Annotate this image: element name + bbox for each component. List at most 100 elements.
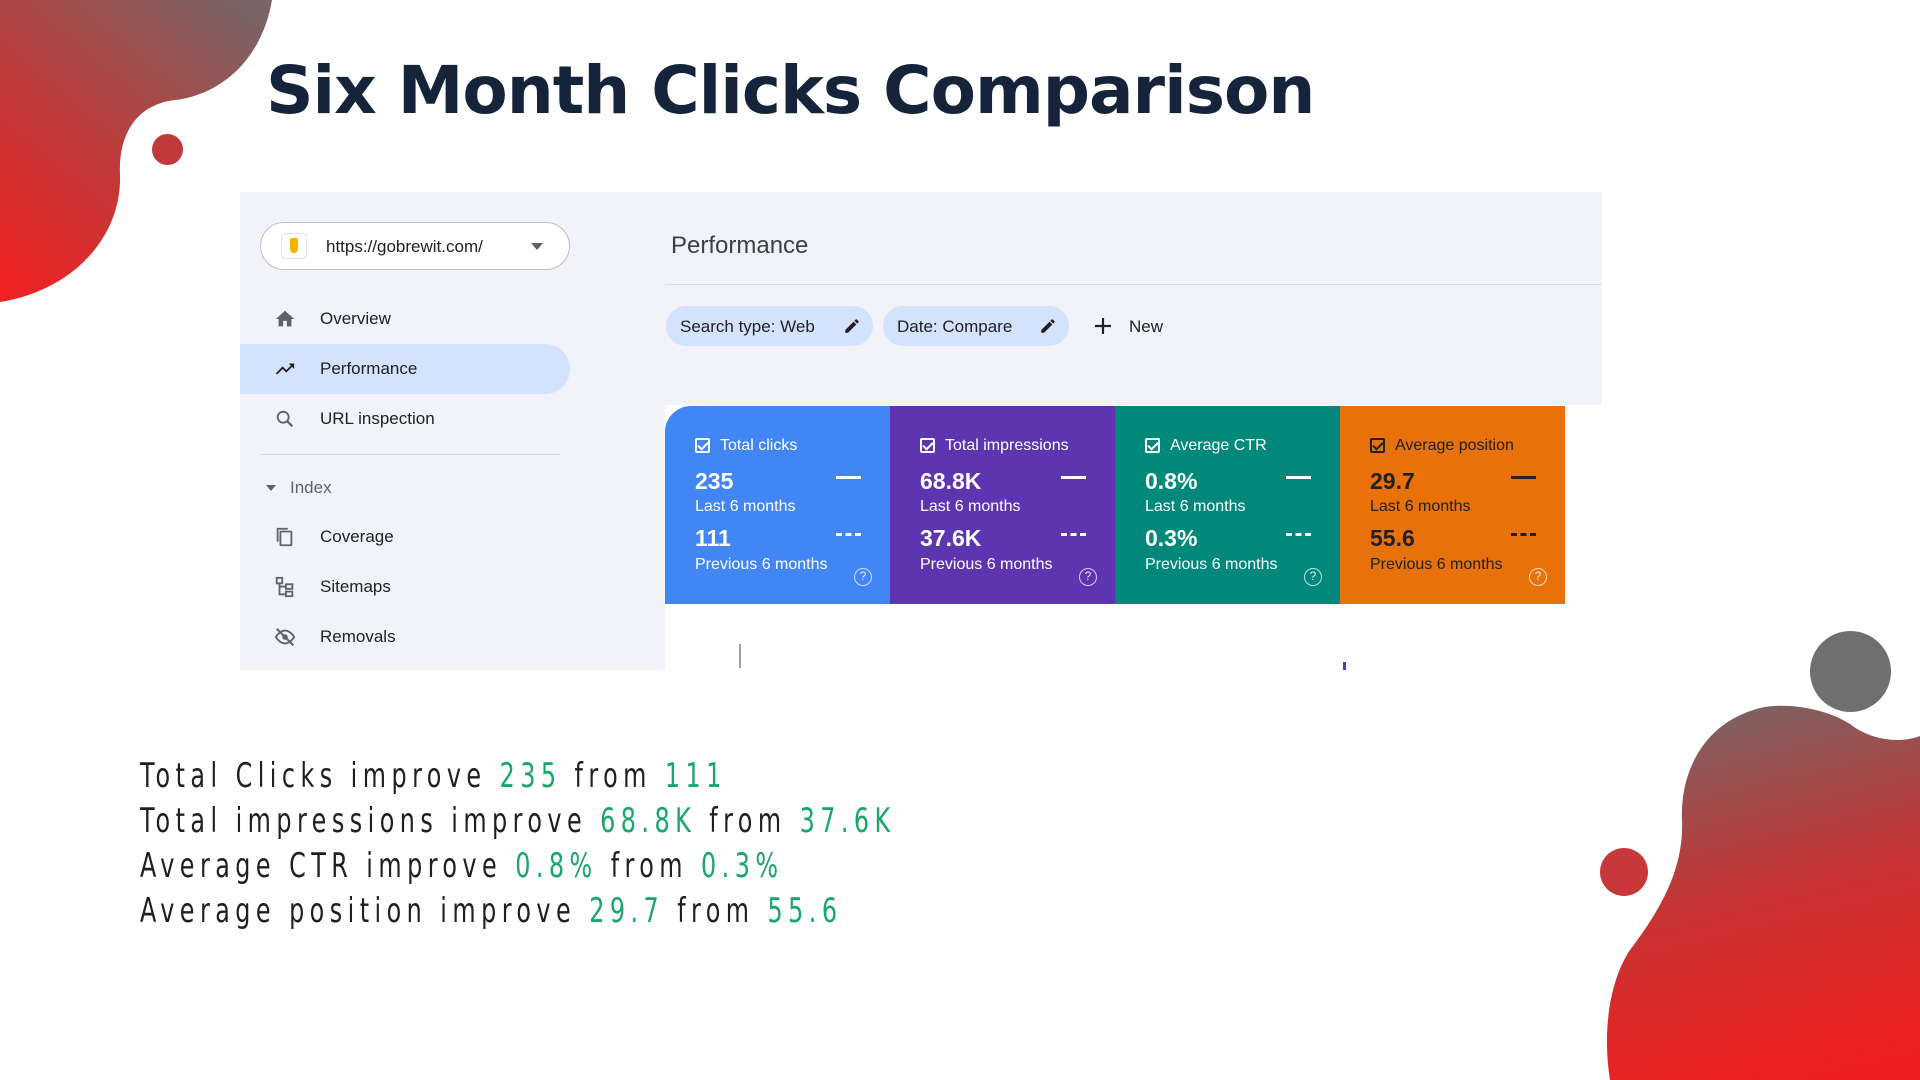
solid-line-legend-icon: [1061, 476, 1086, 479]
summary-current-value: 0.8%: [515, 846, 598, 886]
metric-label: Total clicks: [720, 437, 798, 454]
help-icon[interactable]: ?: [854, 568, 872, 586]
metric-previous-period: Previous 6 months: [1370, 556, 1503, 573]
filter-chip-date[interactable]: Date: Compare: [883, 306, 1069, 346]
sidebar-item-removals[interactable]: Removals: [240, 612, 570, 662]
checkbox-checked-icon: [1370, 438, 1385, 453]
sidebar-item-label: URL inspection: [320, 409, 435, 428]
chart-line-fragment: [1343, 662, 1346, 670]
sidebar-item-label: Removals: [320, 627, 396, 646]
sidebar-item-label: Sitemaps: [320, 577, 391, 596]
search-icon: [276, 410, 294, 428]
chart-axis-fragment: [739, 644, 741, 668]
summary-line-ctr: Average CTR improve 0.8% from 0.3%: [140, 846, 783, 886]
metric-current-period: Last 6 months: [1145, 498, 1246, 515]
sidebar-section-label: Index: [290, 478, 332, 497]
help-icon[interactable]: ?: [1079, 568, 1097, 586]
home-icon: [275, 310, 295, 327]
metric-current-value: 29.7: [1370, 468, 1415, 494]
decor-dot-top-left: [152, 134, 183, 165]
collapse-arrow-icon: [266, 485, 276, 491]
summary-from: from: [574, 756, 652, 796]
summary-prefix: Total impressions improve: [140, 801, 588, 841]
sidebar-item-coverage[interactable]: Coverage: [240, 512, 570, 562]
new-filter-label: New: [1129, 317, 1164, 336]
summary-previous-value: 111: [664, 756, 727, 796]
help-icon[interactable]: ?: [1529, 568, 1547, 586]
site-favicon-icon: [281, 233, 307, 259]
property-selector[interactable]: https://gobrewit.com/: [260, 222, 570, 270]
summary-prefix: Total Clicks improve: [140, 756, 487, 796]
slide-title: Six Month Clicks Comparison: [266, 52, 1315, 129]
summary-current-value: 235: [499, 756, 562, 796]
dashed-line-legend-icon: [1061, 533, 1086, 536]
metric-current-value: 68.8K: [920, 468, 982, 494]
decor-blob-bottom-right: [1606, 705, 1920, 1080]
summary-current-value: 68.8K: [600, 801, 697, 841]
removals-icon: [274, 628, 296, 646]
filter-chip-search-type[interactable]: Search type: Web: [666, 306, 873, 346]
sidebar-item-label: Overview: [320, 309, 391, 328]
summary-line-impressions: Total impressions improve 68.8K from 37.…: [140, 801, 896, 841]
dropdown-arrow-icon: [531, 243, 543, 250]
metric-card-total-impressions[interactable]: Total impressions 68.8K Last 6 months 37…: [890, 406, 1115, 604]
metric-previous-value: 37.6K: [920, 525, 982, 551]
search-console-screenshot: https://gobrewit.com/ Overview Performan…: [240, 192, 1602, 670]
filter-chip-label: Search type: Web: [680, 317, 815, 336]
decor-blob-top-left: [0, 0, 272, 302]
sidebar-divider: [260, 454, 560, 455]
metric-previous-period: Previous 6 months: [1145, 556, 1278, 573]
metric-current-period: Last 6 months: [1370, 498, 1471, 515]
metric-card-total-clicks[interactable]: Total clicks 235 Last 6 months 111 Previ…: [665, 406, 890, 604]
sidebar-section-index[interactable]: Index: [266, 476, 466, 500]
sidebar-item-overview[interactable]: Overview: [240, 294, 570, 344]
metric-current-value: 0.8%: [1145, 468, 1198, 494]
solid-line-legend-icon: [1286, 476, 1311, 479]
metric-previous-value: 111: [695, 525, 731, 551]
sidebar-item-url-inspection[interactable]: URL inspection: [240, 394, 570, 444]
sidebar-item-sitemaps[interactable]: Sitemaps: [240, 562, 570, 612]
summary-from: from: [709, 801, 787, 841]
metric-previous-value: 55.6: [1370, 525, 1415, 551]
metric-previous-period: Previous 6 months: [695, 556, 828, 573]
report-header-area: Performance: [665, 192, 1602, 405]
solid-line-legend-icon: [1511, 476, 1536, 479]
sidebar-item-performance[interactable]: Performance: [240, 344, 570, 394]
metric-current-period: Last 6 months: [695, 498, 796, 515]
summary-from: from: [610, 846, 688, 886]
page-heading: Performance: [671, 232, 809, 259]
dashed-line-legend-icon: [1286, 533, 1311, 536]
metric-card-average-position[interactable]: Average position 29.7 Last 6 months 55.6…: [1340, 406, 1565, 604]
summary-from: from: [677, 891, 755, 931]
solid-line-legend-icon: [836, 476, 861, 479]
property-url: https://gobrewit.com/: [326, 237, 483, 256]
metric-previous-value: 0.3%: [1145, 525, 1198, 551]
summary-line-clicks: Total Clicks improve 235 from 111: [140, 756, 727, 796]
new-filter-button[interactable]: New: [1091, 308, 1181, 344]
dashed-line-legend-icon: [1511, 533, 1536, 536]
edit-pencil-icon: [1041, 319, 1055, 333]
checkbox-checked-icon: [1145, 438, 1160, 453]
sitemap-icon: [275, 576, 294, 598]
metric-current-period: Last 6 months: [920, 498, 1021, 515]
metric-current-value: 235: [695, 468, 734, 494]
metric-previous-period: Previous 6 months: [920, 556, 1053, 573]
edit-pencil-icon: [845, 319, 859, 333]
metric-card-average-ctr[interactable]: Average CTR 0.8% Last 6 months 0.3% Prev…: [1115, 406, 1340, 604]
sidebar: https://gobrewit.com/ Overview Performan…: [240, 192, 665, 670]
metric-label: Average position: [1395, 437, 1514, 454]
summary-line-position: Average position improve 29.7 from 55.6: [140, 891, 842, 931]
summary-prefix: Average position improve: [140, 891, 577, 931]
trending-up-icon: [275, 363, 295, 375]
dashed-line-legend-icon: [836, 533, 861, 536]
checkbox-checked-icon: [695, 438, 710, 453]
help-icon[interactable]: ?: [1304, 568, 1322, 586]
header-divider: [665, 284, 1602, 285]
sidebar-item-label: Performance: [320, 359, 418, 378]
metric-label: Average CTR: [1170, 437, 1267, 454]
plus-icon: [1095, 318, 1111, 334]
summary-previous-value: 0.3%: [701, 846, 784, 886]
filter-chip-label: Date: Compare: [897, 317, 1013, 336]
metric-label: Total impressions: [945, 437, 1069, 454]
summary-current-value: 29.7: [589, 891, 665, 931]
